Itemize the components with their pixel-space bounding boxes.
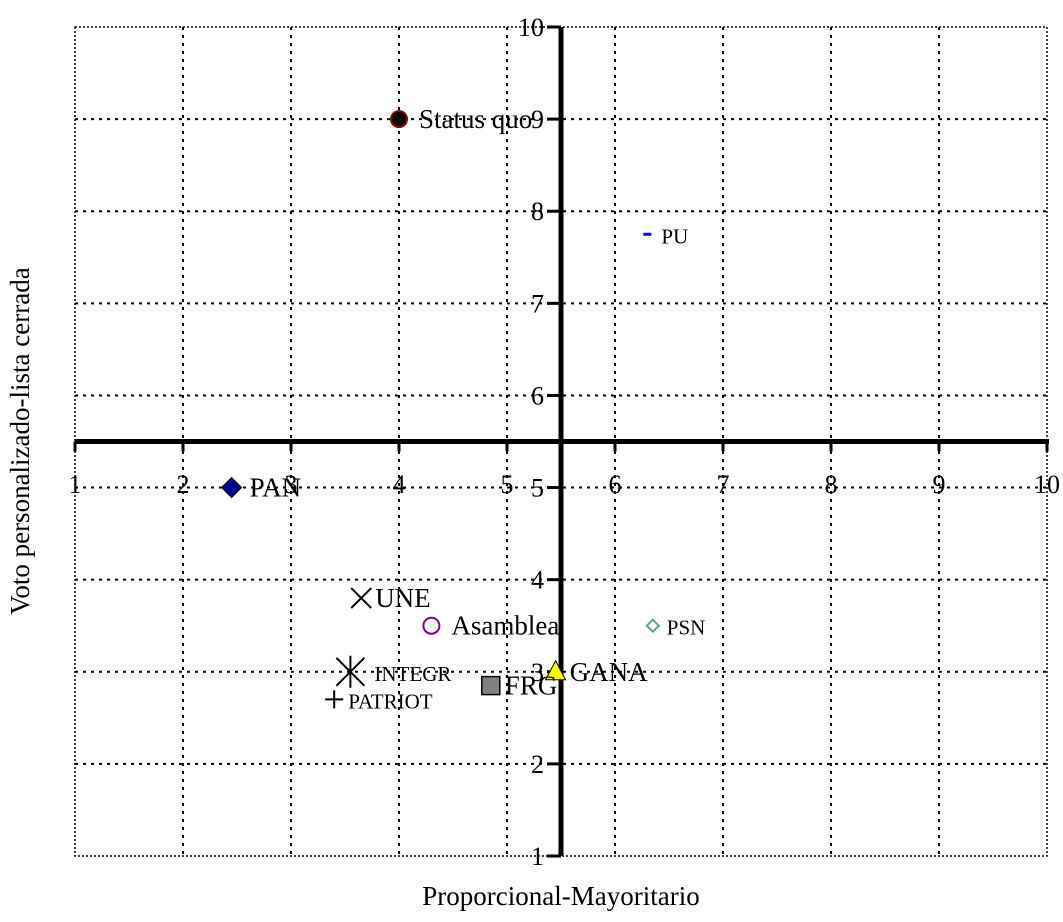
- y-tick-label-7: 7: [531, 289, 544, 318]
- y-tick-label-5: 5: [531, 474, 544, 503]
- marker: [544, 659, 567, 681]
- point-label: Status quo: [419, 104, 532, 134]
- marker: [335, 655, 366, 688]
- point-frg: FRG: [481, 671, 558, 701]
- point-label: PSN: [667, 616, 706, 640]
- y-tick-label-10: 10: [518, 13, 544, 42]
- point-integr: INTEGR: [335, 655, 451, 688]
- x-tick-label-9: 9: [933, 470, 946, 499]
- y-tick-label-3: 3: [531, 658, 544, 687]
- y-tick-label-9: 9: [531, 105, 544, 134]
- y-tick-label-8: 8: [531, 197, 544, 226]
- x-tick-label-1: 1: [69, 470, 82, 499]
- point-label: PU: [661, 224, 688, 248]
- marker: [645, 618, 661, 634]
- point-pan: PAN: [220, 473, 302, 503]
- point-une: UNE: [350, 583, 431, 613]
- x-tick-label-6: 6: [609, 470, 622, 499]
- x-axis-label: Proporcional-Mayoritario: [422, 881, 699, 911]
- marker: [350, 587, 372, 609]
- y-axis-label: Voto personalizado-lista cerrada: [5, 267, 35, 614]
- point-label: GANA: [570, 657, 648, 687]
- data-points: Status quo PU PAN UNE Asamblea PSN GANA INTEGR F…: [220, 104, 706, 713]
- grid: [75, 27, 1047, 856]
- x-tick-label-4: 4: [393, 470, 406, 499]
- point-asamblea: Asamblea: [422, 611, 559, 641]
- point-pu: PU: [643, 224, 688, 248]
- point-patriot: PATRIOT: [325, 689, 433, 713]
- y-tick-label-4: 4: [531, 566, 544, 595]
- point-psn: PSN: [645, 616, 706, 640]
- x-tick-label-8: 8: [825, 470, 838, 499]
- x-tick-label-10: 10: [1034, 470, 1060, 499]
- point-status-quo: Status quo: [390, 104, 532, 134]
- point-label: PATRIOT: [348, 689, 433, 713]
- x-tick-label-3: 3: [285, 470, 298, 499]
- point-label: FRG: [505, 671, 558, 701]
- x-tick-label-2: 2: [177, 470, 190, 499]
- y-tick-label-6: 6: [531, 381, 544, 410]
- tick-labels: 1 2 3 4 5 6 7 8 9 10 1 2 3 4 5 6 7 8 9 10: [69, 13, 1061, 871]
- point-label: Asamblea: [451, 611, 559, 641]
- x-tick-label-7: 7: [717, 470, 730, 499]
- marker: [220, 476, 243, 499]
- y-tick-label-2: 2: [531, 750, 544, 779]
- marker: [325, 690, 344, 709]
- marker: [390, 110, 408, 129]
- point-label: UNE: [375, 583, 431, 613]
- y-tick-label-1: 1: [531, 842, 544, 871]
- point-label: INTEGR: [374, 662, 451, 686]
- point-gana: GANA: [544, 657, 648, 687]
- x-tick-label-5: 5: [501, 470, 514, 499]
- marker: [422, 616, 441, 635]
- marker: [481, 675, 501, 696]
- point-label: PAN: [250, 473, 302, 503]
